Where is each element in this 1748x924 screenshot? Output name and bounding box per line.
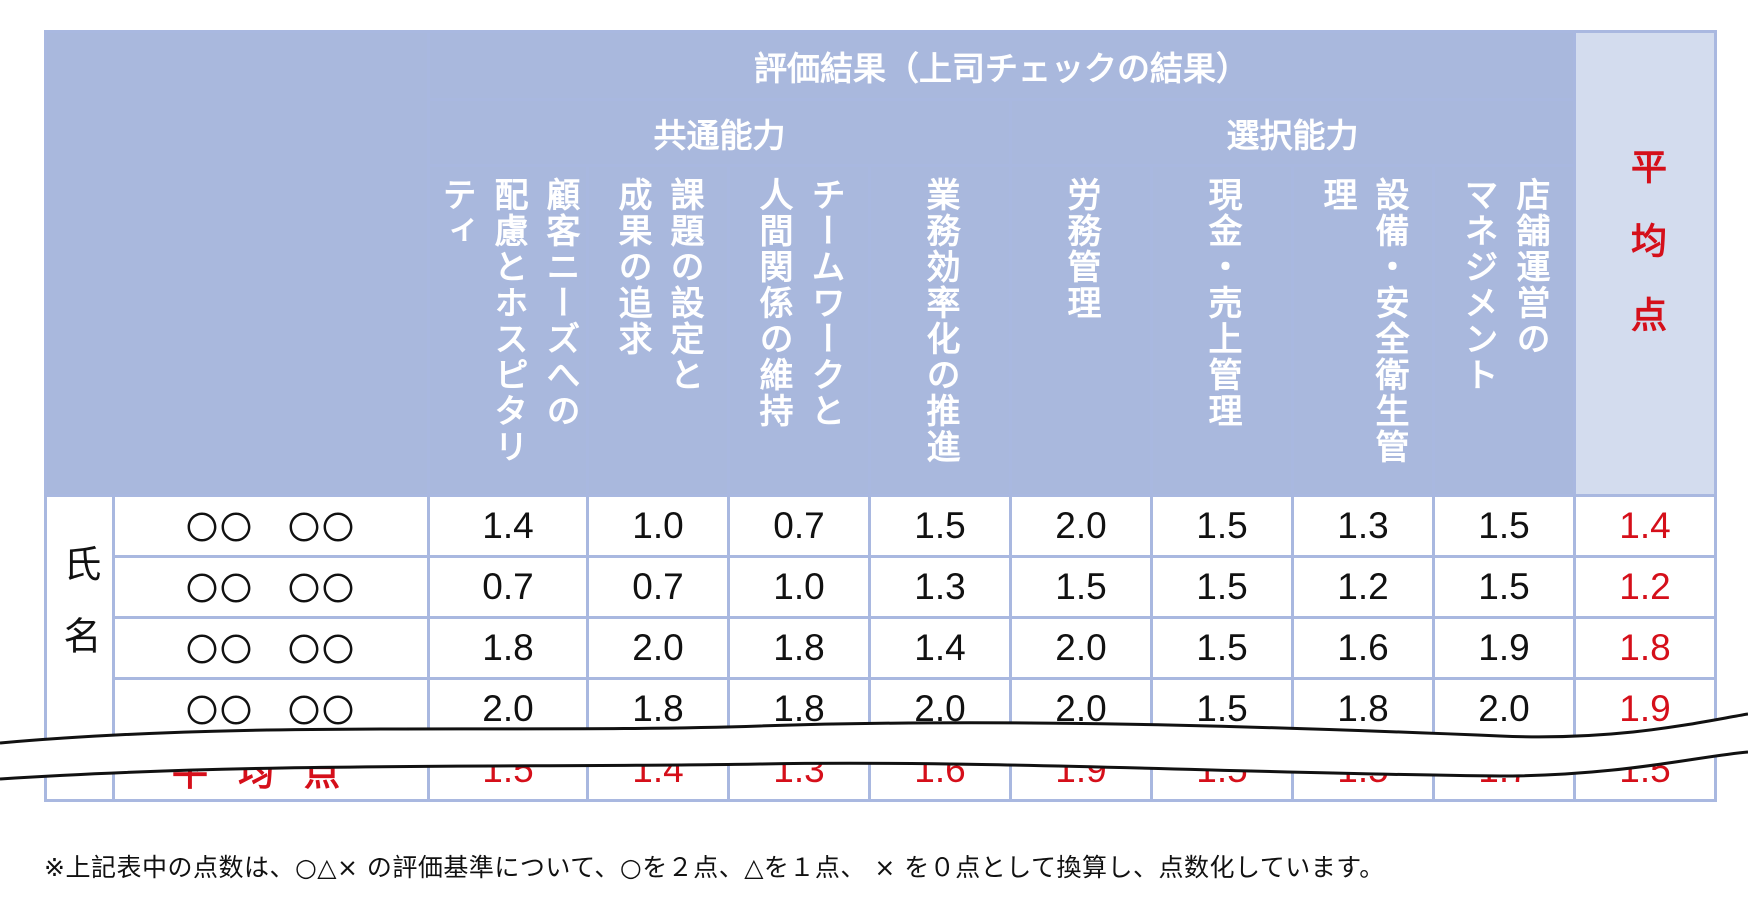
score-cell: 1.0 xyxy=(727,555,871,619)
score-cell: 1.5 xyxy=(1432,494,1576,558)
column-header-line: チームワークと xyxy=(805,177,845,429)
column-header-text: 課題の設定と 成果の追求 xyxy=(589,177,727,487)
column-header-text: チームワークと 人間関係の維持 xyxy=(730,177,868,487)
column-header-line: 成果の追求 xyxy=(612,177,652,357)
table-break-wave xyxy=(0,712,1748,781)
column-header-3: チームワークと 人間関係の維持 xyxy=(727,164,871,497)
row-average-cell: 1.8 xyxy=(1573,616,1717,680)
score-cell: 0.7 xyxy=(727,494,871,558)
employee-name: 〇〇 〇〇 xyxy=(112,555,430,619)
score-cell: 1.5 xyxy=(1150,616,1294,680)
corner-cell xyxy=(44,30,430,497)
column-header-6: 現金・売上管理 xyxy=(1150,164,1294,497)
score-cell: 1.3 xyxy=(868,555,1012,619)
column-header-line: 課題の設定と xyxy=(664,177,704,393)
employee-name: 〇〇 〇〇 xyxy=(112,616,430,680)
column-header-7: 設備・安全衛生管理 xyxy=(1291,164,1435,497)
score-cell: 1.3 xyxy=(1291,494,1435,558)
score-cell: 1.4 xyxy=(427,494,589,558)
score-cell: 1.5 xyxy=(1150,494,1294,558)
score-cell: 1.5 xyxy=(1009,555,1153,619)
name-group-cell: 氏名 xyxy=(44,494,115,741)
column-header-line: 労務管理 xyxy=(1061,177,1101,321)
score-cell: 1.9 xyxy=(1432,616,1576,680)
column-header-line: 設備・安全衛生管理 xyxy=(1317,177,1409,465)
score-cell: 2.0 xyxy=(586,616,730,680)
column-header-line: 顧客ニーズへの xyxy=(540,177,580,429)
column-header-text: 設備・安全衛生管理 xyxy=(1294,177,1432,487)
score-cell: 1.5 xyxy=(1150,555,1294,619)
column-header-line: 店舗運営の xyxy=(1510,177,1550,357)
score-cell: 1.0 xyxy=(586,494,730,558)
column-header-2: 課題の設定と 成果の追求 xyxy=(586,164,730,497)
column-header-line: 現金・売上管理 xyxy=(1202,177,1242,429)
score-cell: 2.0 xyxy=(1432,677,1576,741)
column-header-line: マネジメント xyxy=(1458,177,1498,393)
column-header-4: 業務効率化の推進 xyxy=(868,164,1012,497)
score-cell: 1.8 xyxy=(727,616,871,680)
score-cell: 1.8 xyxy=(427,616,589,680)
row-average-cell: 1.2 xyxy=(1573,555,1717,619)
score-cell: 2.0 xyxy=(1009,616,1153,680)
name-group-label: 氏名 xyxy=(57,543,101,688)
score-cell: 0.7 xyxy=(586,555,730,619)
table-row: 〇〇 〇〇 1.8 2.0 1.8 1.4 2.0 1.5 1.6 1.9 1.8 xyxy=(46,616,1717,680)
score-cell: 1.5 xyxy=(868,494,1012,558)
column-header-text: 顧客ニーズへの 配慮とホスピタリティ xyxy=(430,177,586,487)
table-row: 〇〇 〇〇 0.7 0.7 1.0 1.3 1.5 1.5 1.2 1.5 1.2 xyxy=(46,555,1717,619)
column-header-text: 労務管理 xyxy=(1012,177,1150,487)
column-header-line: 配慮とホスピタリティ xyxy=(436,177,528,465)
column-header-text: 店舗運営の マネジメント xyxy=(1435,177,1573,487)
average-column-header: 平均点 xyxy=(1573,30,1717,497)
selective-ability-header: 選択能力 xyxy=(1009,98,1576,167)
group-title: 評価結果（上司チェックの結果） xyxy=(427,30,1576,101)
employee-name: 〇〇 〇〇 xyxy=(112,494,430,558)
column-header-line: 業務効率化の推進 xyxy=(920,177,960,465)
table-row: 氏名 〇〇 〇〇 1.4 1.0 0.7 1.5 2.0 1.5 1.3 1.5 1.4 xyxy=(44,494,1717,741)
evaluation-table: 評価結果（上司チェックの結果） 平均点 共通能力 選択能力 顧客ニーズへの 配慮と… xyxy=(44,30,1717,802)
score-cell: 0.7 xyxy=(427,555,589,619)
average-header-label: 平均点 xyxy=(1625,148,1666,370)
common-ability-header: 共通能力 xyxy=(427,98,1012,167)
score-cell: 1.2 xyxy=(1291,555,1435,619)
score-cell: 2.0 xyxy=(1009,494,1153,558)
footnote: ※上記表中の点数は、○△× の評価基準について、○を２点、△を１点、 × を０点… xyxy=(44,853,1385,882)
row-average-cell: 1.4 xyxy=(1573,494,1717,558)
score-cell: 1.6 xyxy=(1291,616,1435,680)
column-header-1: 顧客ニーズへの 配慮とホスピタリティ xyxy=(427,164,589,497)
score-cell: 1.5 xyxy=(1432,555,1576,619)
column-header-text: 業務効率化の推進 xyxy=(871,177,1009,487)
column-header-line: 人間関係の維持 xyxy=(753,177,793,429)
column-header-8: 店舗運営の マネジメント xyxy=(1432,164,1576,497)
column-header-5: 労務管理 xyxy=(1009,164,1153,497)
column-header-text: 現金・売上管理 xyxy=(1153,177,1291,487)
score-cell: 1.4 xyxy=(868,616,1012,680)
